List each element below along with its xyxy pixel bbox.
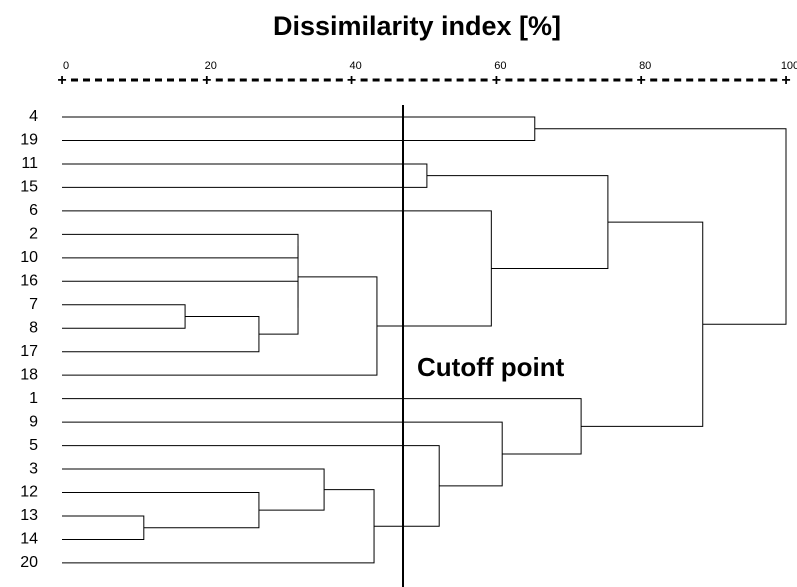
leaf-label: 20 (20, 554, 38, 571)
leaf-label: 17 (20, 343, 38, 360)
merge-link (62, 315, 260, 353)
x-tick-label: 100 (781, 60, 797, 72)
leaf-label: 11 (21, 155, 38, 172)
x-tick-label: 0 (63, 60, 69, 72)
tick-mark: + (781, 72, 790, 89)
leaf-label: 18 (20, 366, 38, 383)
merge-link (581, 221, 704, 427)
merge-link (62, 116, 536, 141)
cutoff-label: Cutoff point (417, 352, 565, 382)
merge-link (62, 515, 145, 540)
merge-link (62, 489, 375, 564)
tick-mark: + (347, 72, 356, 89)
x-tick-label: 60 (494, 60, 506, 72)
leaf-label: 5 (29, 437, 38, 454)
merge-link (62, 468, 325, 511)
x-tick-label: 40 (349, 60, 361, 72)
merge-link (62, 421, 503, 487)
leaf-label: 1 (29, 390, 38, 407)
merge-link (62, 210, 492, 327)
x-tick-label: 80 (639, 60, 651, 72)
leaf-label: 8 (29, 319, 38, 336)
merge-link (426, 175, 609, 269)
merge-link (62, 233, 299, 259)
leaf-label: 16 (20, 273, 38, 290)
merge-link (62, 304, 186, 329)
tick-mark: + (57, 72, 66, 89)
merge-link (62, 163, 428, 188)
tick-mark: + (202, 72, 211, 89)
tick-mark: + (637, 72, 646, 89)
merge-link (534, 128, 787, 325)
merge-link (62, 445, 440, 527)
leaf-label: 14 (20, 531, 38, 548)
leaf-label: 15 (20, 179, 38, 196)
leaf-label: 12 (20, 484, 38, 501)
x-tick-label: 20 (205, 60, 217, 72)
leaf-label: 2 (29, 226, 38, 243)
leaf-label: 13 (20, 507, 38, 524)
chart-title: Dissimilarity index [%] (273, 11, 561, 41)
leaf-label: 6 (29, 202, 38, 219)
merge-link (62, 276, 378, 376)
merge-link (62, 280, 299, 335)
leaf-label: 10 (20, 249, 38, 266)
leaf-label: 19 (20, 132, 38, 149)
leaf-label: 4 (29, 108, 38, 125)
tick-mark: + (492, 72, 501, 89)
leaf-label: 7 (29, 296, 38, 313)
merge-link (62, 492, 260, 529)
leaf-label: 3 (29, 460, 38, 477)
leaf-label: 9 (29, 413, 38, 430)
